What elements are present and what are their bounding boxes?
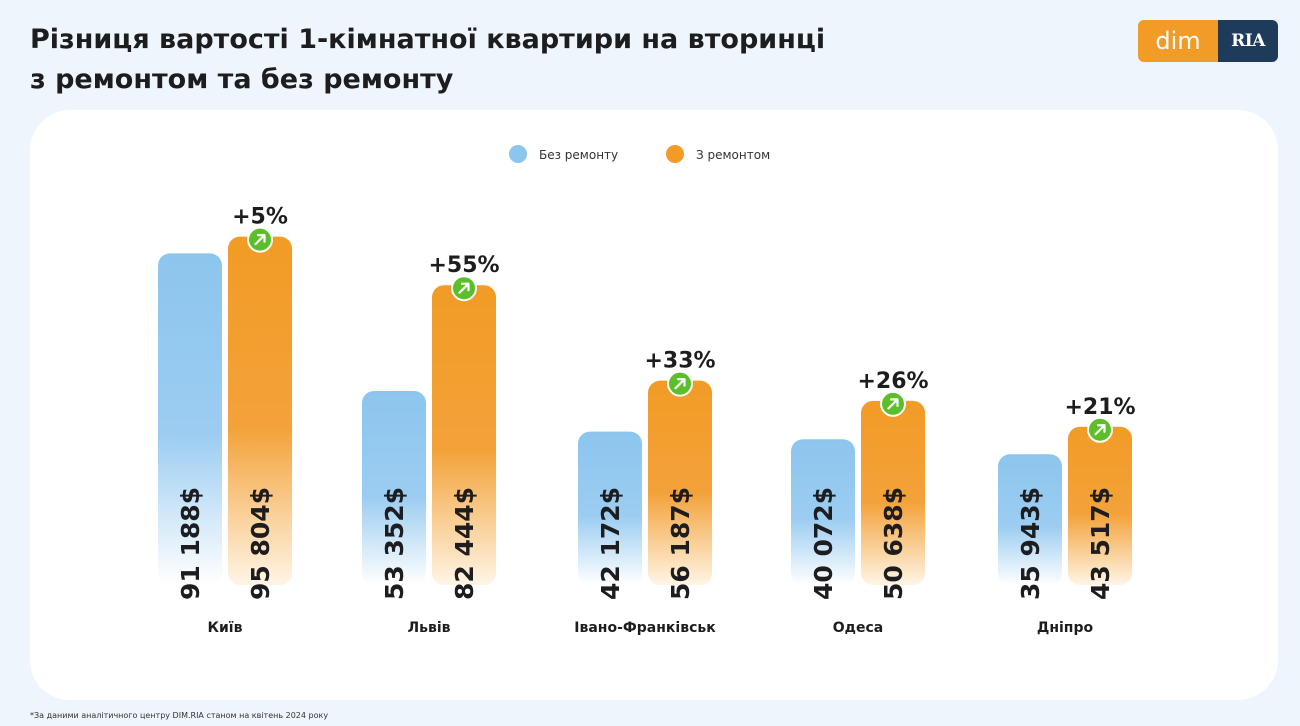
bar-with-renovation <box>432 285 496 585</box>
bar-without-renovation <box>998 454 1062 585</box>
legend-swatch-1 <box>509 145 527 163</box>
bar-with-renovation <box>228 236 292 585</box>
category-label: Одеса <box>833 620 883 636</box>
bar-value-label: 95 804$ <box>246 487 275 600</box>
difference-percent-label: +21% <box>1064 395 1135 420</box>
page-title-line-1: Різниця вартості 1-кімнатної квартири на… <box>30 24 826 55</box>
difference-percent-label: +33% <box>644 349 715 374</box>
arrow-up-right-icon <box>1087 416 1113 443</box>
category-label: Львів <box>408 620 451 636</box>
bar-value-label: 56 187$ <box>666 487 695 600</box>
bar-value-label: 50 638$ <box>879 487 908 600</box>
legend-label-1: Без ремонту <box>539 148 618 162</box>
bars-group: 91 188$ 95 804$ +5% Київ 53 352$ 82 444$ +55% Л… <box>158 205 1136 636</box>
logo-ria-part: RIA <box>1218 20 1278 62</box>
difference-percent-label: +55% <box>428 253 499 278</box>
bar-group: 40 072$ 50 638$ +26% Одеса <box>791 369 929 636</box>
bar-value-label: 43 517$ <box>1086 487 1115 600</box>
page-title-line-2: з ремонтом та без ремонту <box>30 64 454 95</box>
footnote: *За даними аналітичного центру DIM.RIA с… <box>30 711 329 720</box>
bar-value-label: 40 072$ <box>809 487 838 600</box>
category-label: Дніпро <box>1037 620 1094 636</box>
chart-svg: Без ремонту З ремонтом 91 188$ 95 804$ +5% К… <box>158 145 1136 636</box>
category-label: Київ <box>208 620 243 636</box>
chart-card: Без ремонту З ремонтом 91 188$ 95 804$ +5% К… <box>30 110 1278 700</box>
bar-group: 42 172$ 56 187$ +33% Івано-Франківськ <box>574 349 716 636</box>
bar-without-renovation <box>158 253 222 585</box>
bar-with-renovation <box>861 400 925 585</box>
bar-with-renovation <box>1068 426 1132 585</box>
bar-value-label: 42 172$ <box>596 487 625 600</box>
bar-value-label: 53 352$ <box>380 487 409 600</box>
bar-without-renovation <box>362 390 426 585</box>
logo-dim-part: dim <box>1138 20 1218 62</box>
legend-label-2: З ремонтом <box>696 148 770 162</box>
difference-percent-label: +26% <box>857 369 928 394</box>
legend-item-1: Без ремонту <box>509 145 618 163</box>
bar-without-renovation <box>791 439 855 585</box>
arrow-up-right-icon <box>247 226 273 253</box>
category-label: Івано-Франківськ <box>574 620 716 636</box>
page-title: Різниця вартості 1-кімнатної квартири на… <box>30 20 825 100</box>
dim-ria-logo: dim RIA <box>1138 20 1278 62</box>
bar-with-renovation <box>648 380 712 585</box>
bar-group: 35 943$ 43 517$ +21% Дніпро <box>998 395 1136 636</box>
bar-value-label: 91 188$ <box>176 487 205 600</box>
bar-group: 53 352$ 82 444$ +55% Львів <box>362 253 500 636</box>
bar-group: 91 188$ 95 804$ +5% Київ <box>158 205 292 636</box>
chart-legend: Без ремонту З ремонтом <box>509 145 770 163</box>
bar-value-label: 35 943$ <box>1016 487 1045 600</box>
arrow-up-right-icon <box>880 390 906 417</box>
arrow-up-right-icon <box>451 275 477 302</box>
difference-percent-label: +5% <box>232 205 288 230</box>
bar-without-renovation <box>578 431 642 585</box>
bar-value-label: 82 444$ <box>450 487 479 600</box>
legend-swatch-2 <box>666 145 684 163</box>
legend-item-2: З ремонтом <box>666 145 770 163</box>
arrow-up-right-icon <box>667 370 693 397</box>
